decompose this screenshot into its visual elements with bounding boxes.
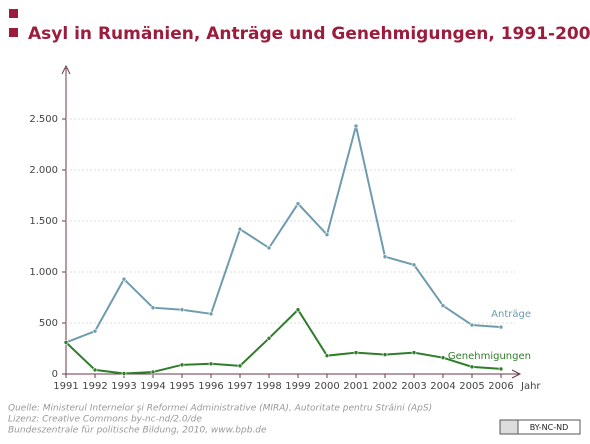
point [121,276,127,282]
point [92,367,98,373]
x-tick-label: 2000 [314,381,339,392]
x-tick-label: 1993 [111,381,136,392]
point [179,362,185,368]
y-tick-label: 1.500 [29,216,58,227]
point [353,123,359,129]
title-marker [9,9,18,18]
point [63,340,69,345]
point [498,324,504,330]
point [324,232,330,237]
point [382,254,388,260]
point [266,335,272,341]
x-tick-label: 1996 [198,381,223,392]
y-tick-label: 2.000 [29,165,58,176]
x-axis-label: Jahr [520,381,541,392]
y-tick-label: 2.500 [29,114,58,125]
y-tick-label: 1.000 [29,267,58,278]
point [469,364,475,370]
x-tick-label: 1999 [285,381,310,392]
x-tick-label: 1992 [82,381,107,392]
point [353,350,359,355]
x-tick-label: 1994 [140,381,165,392]
title-marker [9,28,18,37]
point [498,366,504,372]
x-tick-label: 2001 [343,381,368,392]
license-badge-text: BY-NC-ND [530,423,568,432]
point [237,226,243,232]
x-tick-label: 2006 [488,381,513,392]
point [150,369,156,375]
point [179,307,185,313]
point [208,361,214,367]
point [411,262,417,268]
point [440,303,446,308]
point [121,371,127,376]
point [237,363,243,369]
license-badge-icon [499,419,519,435]
series-label: Anträge [491,309,531,320]
source: Quelle: Ministerul Internelor şi Reforme… [8,404,432,414]
x-tick-label: 1998 [256,381,281,392]
x-tick-label: 2003 [401,381,426,392]
point [295,201,301,206]
chart-title: Asyl in Rumänien, Anträge und Genehmigun… [28,24,590,44]
series-line [65,308,502,375]
x-tick-label: 2005 [459,381,484,392]
series-line [65,125,502,344]
y-axis-arrow [61,64,71,75]
x-tick-label: 1995 [169,381,194,392]
point [440,355,446,360]
y-tick-label: 500 [39,318,58,329]
point [150,305,156,311]
point [324,353,330,358]
point [266,245,272,251]
point [92,328,98,334]
series-label: Genehmigungen [448,351,531,362]
x-tick-label: 1997 [227,381,252,392]
x-tick-label: 1991 [53,381,78,392]
point [295,307,301,313]
point [469,322,475,328]
point [382,352,388,357]
y-tick-label: 0 [52,369,58,380]
source: Lizenz: Creative Commons by-nc-nd/2.0/de [8,415,202,425]
x-tick-label: 2004 [430,381,455,392]
x-axis-arrow [511,369,522,379]
x-tick-label: 2002 [372,381,397,392]
point [411,350,417,355]
point [208,311,214,317]
source: Bundeszentrale für politische Bildung, 2… [8,426,267,436]
